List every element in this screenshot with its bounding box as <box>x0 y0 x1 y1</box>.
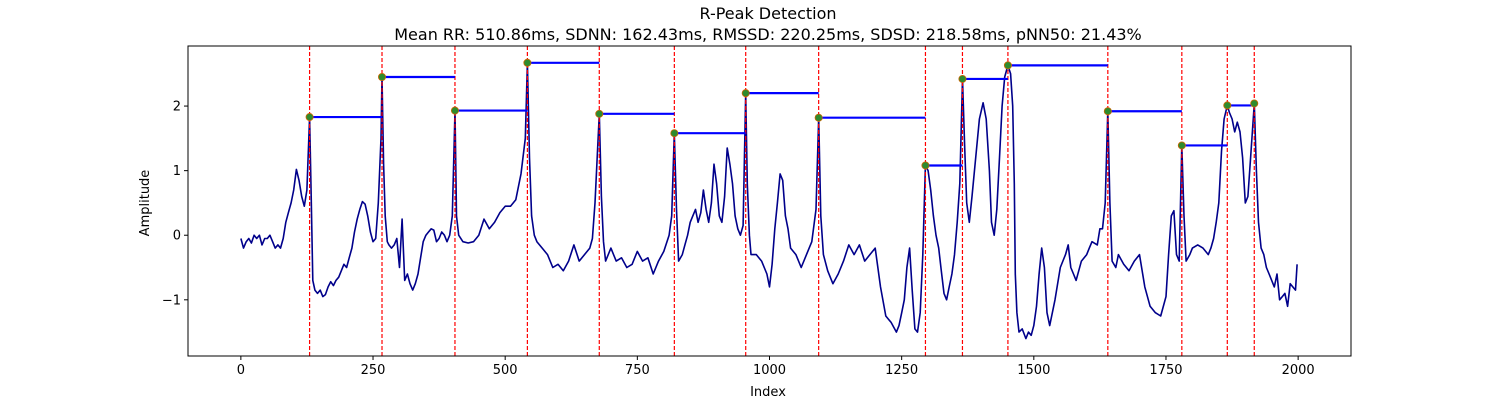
r-peak-marker-6 <box>670 129 679 138</box>
x-axis-label: Index <box>750 385 786 400</box>
y-tick-label: 0 <box>173 229 181 244</box>
r-peak-marker-10 <box>958 74 967 83</box>
r-peak-marker-11 <box>1003 61 1012 70</box>
r-peak-marker-14 <box>1223 101 1232 110</box>
ecg-signal-line <box>240 62 1298 340</box>
r-peak-marker-9 <box>921 161 930 170</box>
x-tick-label: 0 <box>237 363 245 378</box>
y-axis-label: Amplitude <box>138 170 153 237</box>
x-tick-label: 1000 <box>753 363 786 378</box>
plot-area <box>240 46 1298 356</box>
x-tick-label: 1500 <box>1017 363 1050 378</box>
y-tick-label: −1 <box>162 293 181 308</box>
y-tick-label: 2 <box>173 100 181 115</box>
r-peak-marker-1 <box>305 113 314 122</box>
r-peak-marker-12 <box>1103 107 1112 116</box>
r-peak-marker-5 <box>595 109 604 118</box>
r-peak-marker-3 <box>450 106 459 115</box>
x-tick-label: 1250 <box>885 363 918 378</box>
x-tick-label: 1750 <box>1149 363 1182 378</box>
r-peak-marker-13 <box>1177 141 1186 150</box>
r-peak-marker-15 <box>1250 99 1259 108</box>
x-tick-label: 2000 <box>1282 363 1315 378</box>
plot-content <box>240 46 1298 356</box>
r-peak-marker-4 <box>523 58 532 67</box>
axes: 0 250 500 750 1000 1250 1500 1750 2000 −1 0 1 2 <box>162 45 1352 378</box>
r-peak-marker-8 <box>814 113 823 122</box>
r-peak-marker-7 <box>741 89 750 98</box>
r-peak-marker-2 <box>378 73 387 82</box>
chart-subtitle: Mean RR: 510.86ms, SDNN: 162.43ms, RMSSD… <box>394 25 1142 44</box>
x-tick-label: 500 <box>493 363 518 378</box>
x-tick-label: 750 <box>625 363 650 378</box>
y-tick-label: 1 <box>173 164 181 179</box>
x-tick-label: 250 <box>361 363 386 378</box>
chart-title: R-Peak Detection <box>699 4 836 23</box>
